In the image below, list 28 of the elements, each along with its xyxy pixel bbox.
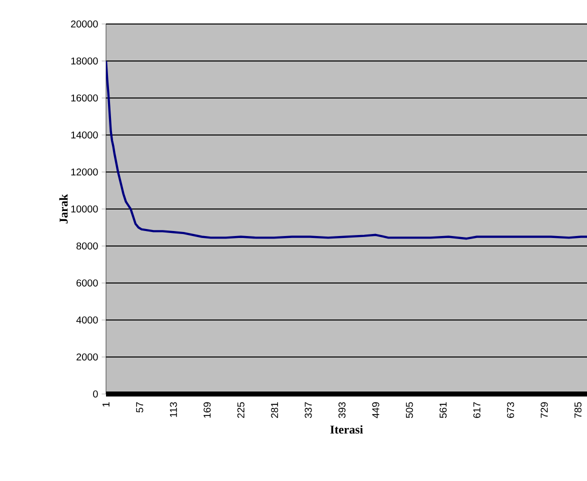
x-tick-label: 281 [271, 402, 278, 418]
y-tick-label: 4000 [76, 316, 98, 324]
x-tick-label: 449 [372, 402, 380, 418]
y-tick-label: 14000 [71, 131, 98, 139]
x-tick-label: 729 [540, 402, 548, 418]
y-tick-label: 6000 [76, 279, 98, 287]
x-tick-label: 785 [574, 402, 582, 418]
x-tick-label: 113 [170, 402, 177, 417]
x-tick-label: 617 [473, 402, 480, 418]
x-tick-label: 1 [102, 402, 110, 407]
y-tick-label: 12000 [71, 168, 98, 176]
y-tick-label: 2000 [76, 353, 98, 361]
x-tick-label: 393 [338, 402, 346, 418]
x-tick-label: 57 [136, 402, 144, 412]
x-tick-label: 561 [440, 402, 447, 418]
x-tick-label: 225 [237, 402, 244, 418]
x-tick-label: 337 [304, 402, 312, 418]
y-tick-label: 0 [93, 390, 98, 398]
x-axis-title: Iterasi [330, 425, 363, 434]
y-axis-title: Jarak [59, 194, 68, 224]
y-tick-label: 8000 [76, 242, 98, 250]
y-tick-label: 18000 [71, 57, 98, 65]
y-tick-label: 20000 [71, 20, 98, 28]
x-tick-label: 169 [204, 402, 211, 418]
x-tick-label: 505 [406, 402, 413, 418]
y-tick-label: 10000 [71, 205, 98, 213]
x-tick-label: 673 [507, 402, 514, 418]
y-tick-label: 16000 [71, 94, 98, 102]
